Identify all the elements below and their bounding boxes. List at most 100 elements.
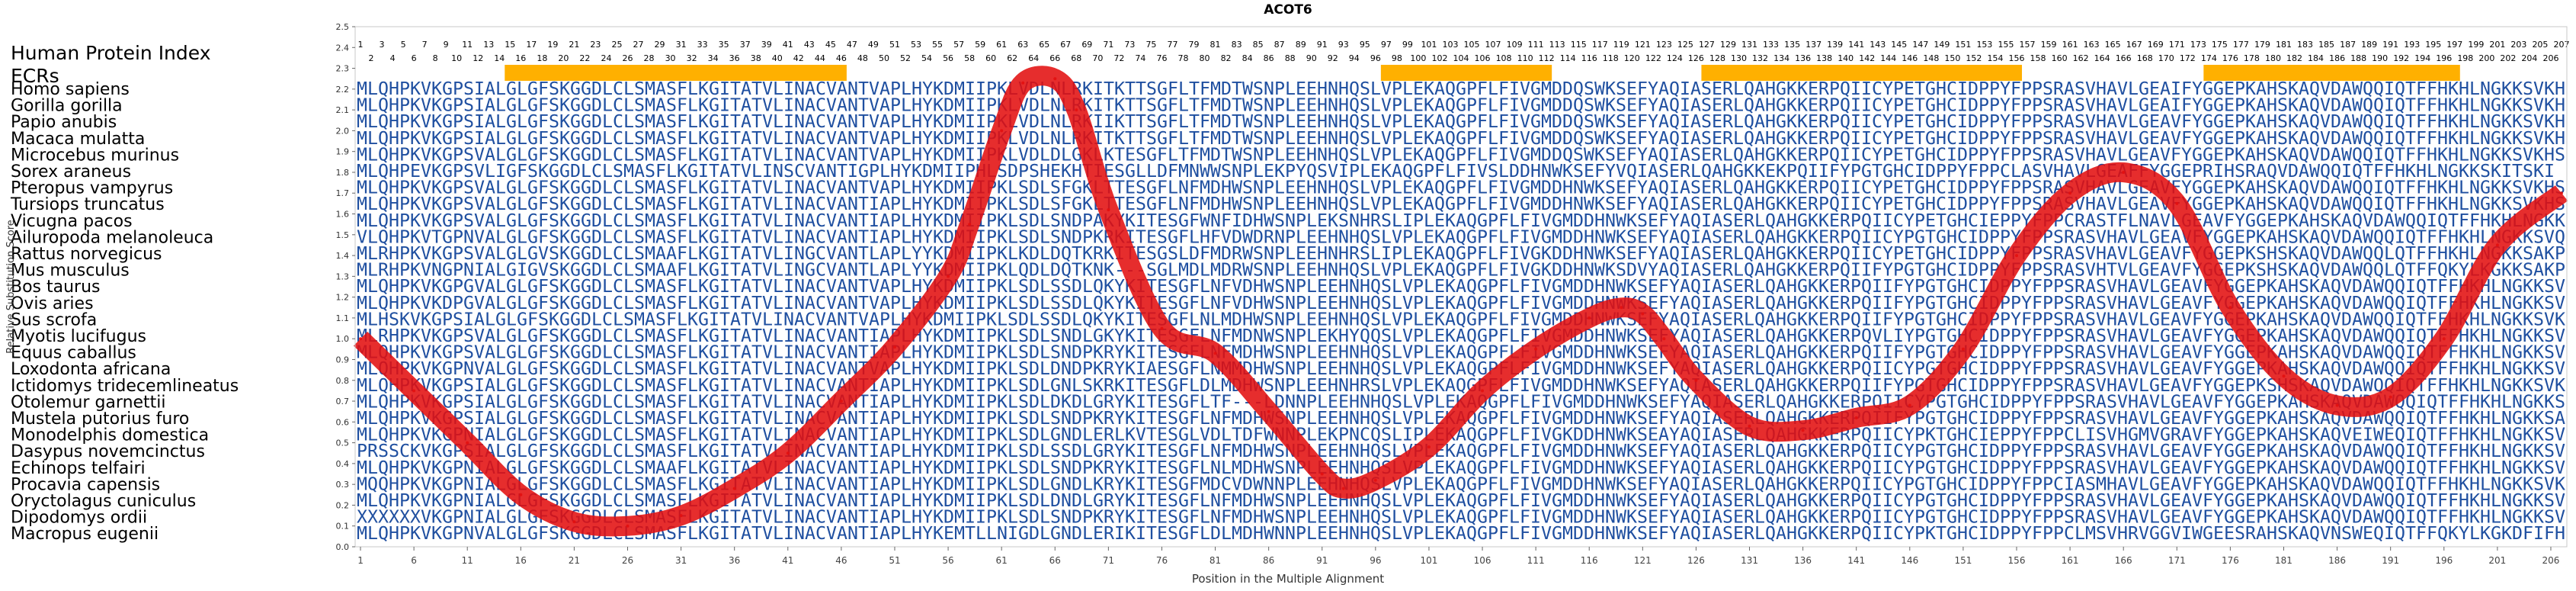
hpi-number: 168 bbox=[2137, 53, 2153, 63]
hpi-number: 87 bbox=[1274, 40, 1285, 50]
hpi-number: 75 bbox=[1145, 40, 1156, 50]
hpi-number: 108 bbox=[1496, 53, 1512, 63]
series-point bbox=[1267, 410, 1270, 413]
hpi-number: 163 bbox=[2084, 40, 2100, 50]
sequence-row: MLQHPKVKGPSIALGLGFSKGGDLCLSMASFLKGITATVL… bbox=[357, 79, 2565, 99]
x-tick-label: 196 bbox=[2435, 555, 2453, 566]
hpi-number: 202 bbox=[2500, 53, 2516, 63]
y-tick-label: 1.2 bbox=[336, 293, 350, 303]
hpi-number: 63 bbox=[1017, 40, 1028, 50]
hpi-number: 24 bbox=[601, 53, 611, 63]
hpi-number: 125 bbox=[1677, 40, 1693, 50]
hpi-number: 97 bbox=[1381, 40, 1392, 50]
hpi-number: 20 bbox=[558, 53, 569, 63]
series-point bbox=[2495, 243, 2499, 247]
hpi-number: 204 bbox=[2521, 53, 2537, 63]
substitution-score-line bbox=[353, 66, 2568, 537]
ecr-bar bbox=[505, 65, 847, 81]
series-point bbox=[1373, 478, 1377, 482]
hpi-number: 88 bbox=[1285, 53, 1296, 63]
x-tick-label: 201 bbox=[2488, 555, 2506, 566]
series-point bbox=[1160, 326, 1164, 330]
series-point bbox=[572, 520, 576, 524]
series-point bbox=[1662, 337, 1666, 341]
species-label: Vicugna pacos bbox=[11, 212, 133, 231]
hpi-number: 167 bbox=[2126, 40, 2142, 50]
hpi-number: 91 bbox=[1317, 40, 1328, 50]
sequence-row: MLQHPKVKGPNIALGLGFSKGGDLCLSMASFLKGITATVL… bbox=[357, 426, 2565, 445]
series-point bbox=[1213, 352, 1217, 355]
series-point bbox=[1801, 429, 1805, 432]
hpi-number: 141 bbox=[1848, 40, 1864, 50]
human-protein-index-numbers: 1234567891011121314151617181920212223242… bbox=[358, 40, 2570, 63]
hpi-number: 103 bbox=[1442, 40, 1458, 50]
series-point bbox=[519, 493, 523, 496]
x-tick-label: 106 bbox=[1474, 555, 1491, 566]
hpi-number: 49 bbox=[868, 40, 879, 50]
series-point bbox=[1053, 77, 1057, 81]
hpi-number: 119 bbox=[1613, 40, 1629, 50]
hpi-number: 114 bbox=[1560, 53, 1576, 63]
hpi-number: 93 bbox=[1338, 40, 1349, 50]
x-tick-label: 11 bbox=[462, 555, 473, 566]
hpi-number: 60 bbox=[985, 53, 996, 63]
hpi-number: 184 bbox=[2308, 53, 2324, 63]
hpi-number: 40 bbox=[772, 53, 783, 63]
series-point bbox=[786, 451, 790, 455]
sequence-row: MLRHPKVKGPSVALGLGFSKGGDLCLSMASFLKGITATVL… bbox=[357, 326, 2565, 346]
species-label: Ovis aries bbox=[11, 294, 94, 313]
x-tick-label: 191 bbox=[2382, 555, 2399, 566]
hpi-number: 52 bbox=[900, 53, 911, 63]
hpi-number: 22 bbox=[579, 53, 590, 63]
hpi-number: 39 bbox=[761, 40, 772, 50]
hpi-number: 68 bbox=[1071, 53, 1081, 63]
y-tick-label: 1.5 bbox=[336, 230, 350, 240]
hpi-number: 50 bbox=[879, 53, 889, 63]
series-point bbox=[1620, 306, 1623, 310]
series-point bbox=[412, 389, 416, 393]
hpi-number: 102 bbox=[1431, 53, 1447, 63]
x-tick-label: 101 bbox=[1420, 555, 1437, 566]
hpi-number: 14 bbox=[494, 53, 505, 63]
x-tick-label: 116 bbox=[1581, 555, 1598, 566]
sequence-row: MLQHPKVKGPSVALGLGFSKGGDLCLSMASFLKGITATVL… bbox=[357, 194, 2565, 214]
hpi-number: 41 bbox=[783, 40, 793, 50]
y-tick-label: 0.2 bbox=[336, 500, 350, 510]
hpi-number: 138 bbox=[1816, 53, 1832, 63]
x-tick-label: 56 bbox=[942, 555, 953, 566]
series-point bbox=[968, 223, 972, 226]
hpi-number: 190 bbox=[2372, 53, 2388, 63]
hpi-number: 147 bbox=[1912, 40, 1928, 50]
sequence-row: MLQHPKVKGPSIALGLGFSKGGDLCLSMASFLKGITATVL… bbox=[357, 96, 2565, 116]
hpi-number: 161 bbox=[2062, 40, 2078, 50]
species-label: Mus musculus bbox=[11, 262, 130, 281]
species-label: Macaca mulatta bbox=[11, 130, 145, 149]
hpi-number: 99 bbox=[1402, 40, 1413, 50]
hpi-number: 25 bbox=[611, 40, 622, 50]
y-tick-label: 0.8 bbox=[336, 376, 350, 386]
species-label: Echinops telfairi bbox=[11, 459, 146, 478]
species-label: Oryctolagus cuniculus bbox=[11, 492, 196, 511]
hpi-number: 18 bbox=[537, 53, 547, 63]
hpi-number: 127 bbox=[1699, 40, 1715, 50]
hpi-number: 38 bbox=[751, 53, 761, 63]
series-point bbox=[1588, 316, 1591, 320]
hpi-number: 146 bbox=[1902, 53, 1918, 63]
x-tick-label: 126 bbox=[1687, 555, 1705, 566]
ecr-track bbox=[505, 65, 2460, 81]
hpi-number: 151 bbox=[1955, 40, 1971, 50]
x-tick-label: 16 bbox=[515, 555, 527, 566]
x-tick-label: 206 bbox=[2542, 555, 2560, 566]
species-label: Ailuropoda melanoleuca bbox=[11, 228, 213, 247]
hpi-number: 89 bbox=[1296, 40, 1306, 50]
sequence-row: MLQHPKVKGPNVALGLGFSKGGDLCLSMASFLKGITATVL… bbox=[357, 359, 2565, 379]
hpi-number: 64 bbox=[1028, 53, 1039, 63]
hpi-number: 85 bbox=[1253, 40, 1264, 50]
hpi-number: 200 bbox=[2478, 53, 2494, 63]
species-label: Tursiops truncatus bbox=[10, 195, 165, 214]
hpi-number: 179 bbox=[2254, 40, 2270, 50]
hpi-number: 194 bbox=[2414, 53, 2430, 63]
species-label: Mustela putorius furo bbox=[11, 410, 189, 429]
